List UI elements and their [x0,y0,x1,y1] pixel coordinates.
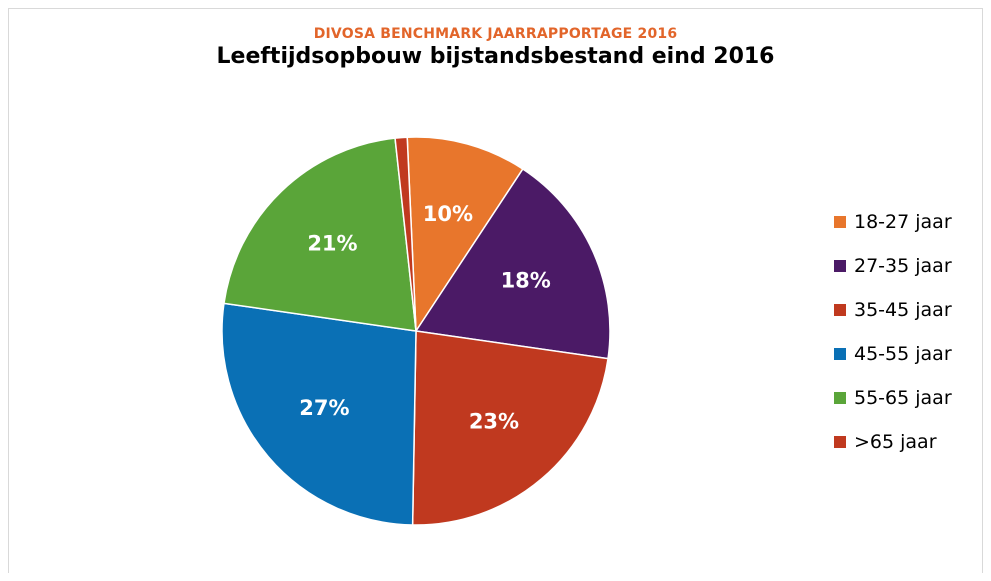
pie-slice-2 [414,168,611,360]
pie-slice-6 [394,136,417,332]
pie-slice-3 [411,330,609,526]
legend-swatch-4 [834,348,846,360]
legend-swatch-1 [834,216,846,228]
chart-supertitle: DIVOSA BENCHMARK JAARRAPPORTAGE 2016 [313,26,678,42]
legend-item-6: >65 jaar [834,431,952,453]
pie-slices [221,136,611,526]
pie-slice-4 [221,302,417,526]
legend-item-4: 45-55 jaar [834,343,952,365]
legend-label-4: 45-55 jaar [854,343,952,365]
legend-item-3: 35-45 jaar [834,299,952,321]
pie-slice-5 [223,137,417,332]
legend-label-5: 55-65 jaar [854,387,952,409]
data-label-2: 18% [501,269,551,293]
legend-swatch-5 [834,392,846,404]
chart-title: Leeftijdsopbouw bijstandsbestand eind 20… [216,44,775,69]
pie-data-labels: 10% 18% 23% 27% 21% [299,202,551,434]
legend-label-2: 27-35 jaar [854,255,952,277]
legend-label-6: >65 jaar [854,431,937,453]
legend-swatch-2 [834,260,846,272]
data-label-3: 23% [469,410,519,434]
legend-item-5: 55-65 jaar [834,387,952,409]
legend-swatch-6 [834,436,846,448]
legend-label-3: 35-45 jaar [854,299,952,321]
legend-item-2: 27-35 jaar [834,255,952,277]
chart-legend: 18-27 jaar 27-35 jaar 35-45 jaar 45-55 jaar… [834,211,952,475]
legend-swatch-3 [834,304,846,316]
data-label-1: 10% [423,202,473,226]
data-label-5: 21% [307,231,357,255]
legend-label-1: 18-27 jaar [854,211,952,233]
chart-frame [8,8,983,573]
pie-slice-1 [406,136,524,334]
data-label-4: 27% [299,396,349,420]
legend-item-1: 18-27 jaar [834,211,952,233]
